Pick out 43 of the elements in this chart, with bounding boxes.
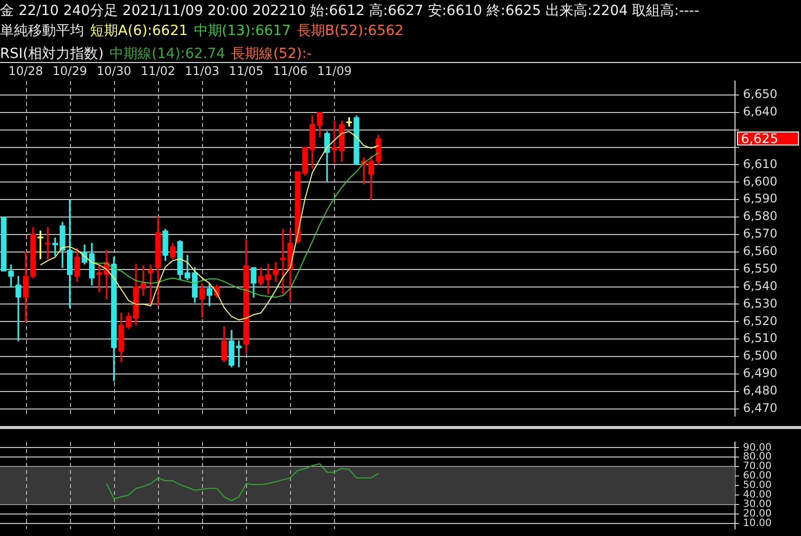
y-tick-label: 90.00 — [743, 442, 772, 454]
y-tick-label: 6,510 — [743, 331, 778, 346]
y-tick-label: 6,480 — [743, 384, 778, 398]
y-tick-label: 6,530 — [743, 296, 778, 310]
y-tick-label: 6,520 — [743, 314, 778, 328]
y-tick-label: 6,550 — [743, 261, 778, 276]
x-tick-label: 10/29 — [52, 64, 88, 78]
x-tick-label: 11/06 — [273, 64, 308, 78]
y-tick-label: 6,600 — [743, 174, 778, 188]
y-tick-label: 6,590 — [743, 192, 778, 206]
y-tick-label: 60.00 — [743, 470, 772, 482]
y-tick-label: 6,560 — [743, 244, 778, 258]
y-tick-label: 80.00 — [743, 452, 772, 463]
legend-title: RSI(相対力指数) — [0, 45, 104, 63]
text: 中期(13):6617 — [194, 22, 291, 40]
x-tick-label: 11/03 — [184, 64, 220, 78]
x-tick-label: 10/28 — [8, 64, 44, 78]
y-tick-label: 50.00 — [743, 480, 772, 492]
x-tick-label: 11/05 — [228, 64, 264, 78]
y-tick-label: 6,490 — [743, 366, 778, 380]
x-tick-label: 11/02 — [140, 64, 176, 78]
y-tick-label: 10.00 — [743, 518, 772, 529]
legend-title: 単純移動平均 — [0, 22, 84, 40]
text: 短期A(6):6621 — [90, 22, 188, 40]
y-tick-label: 6,470 — [743, 400, 778, 415]
y-tick-label: 6,650 — [743, 87, 778, 102]
text: 中期線(14):62.74 — [110, 45, 226, 63]
y-tick-label: 30.00 — [743, 499, 772, 510]
legend-label: 長期線(52):- — [231, 45, 312, 63]
y-tick-label: 6,570 — [743, 226, 778, 241]
x-tick-label: 10/30 — [96, 64, 132, 78]
y-tick-label: 6,640 — [743, 104, 778, 119]
y-tick-label: 6,580 — [743, 209, 778, 224]
legend-label: 長期B(52):6562 — [296, 22, 404, 40]
y-tick-label: 40.00 — [743, 490, 772, 501]
y-tick-label: 70.00 — [743, 461, 772, 472]
x-tick-label: 11/09 — [317, 64, 352, 78]
y-tick-label: 6,540 — [743, 278, 778, 293]
text: 6,625 — [741, 132, 778, 147]
chart-title: 金 22/10 240分足 2021/11/09 20:00 202210 始:6612 高:6627 安:6610 終:6625 出来高:2204 取組高:---- — [0, 2, 700, 20]
y-tick-label: 6,610 — [743, 156, 778, 171]
y-tick-label: 20.00 — [743, 508, 772, 520]
y-tick-label: 6,500 — [743, 348, 778, 363]
